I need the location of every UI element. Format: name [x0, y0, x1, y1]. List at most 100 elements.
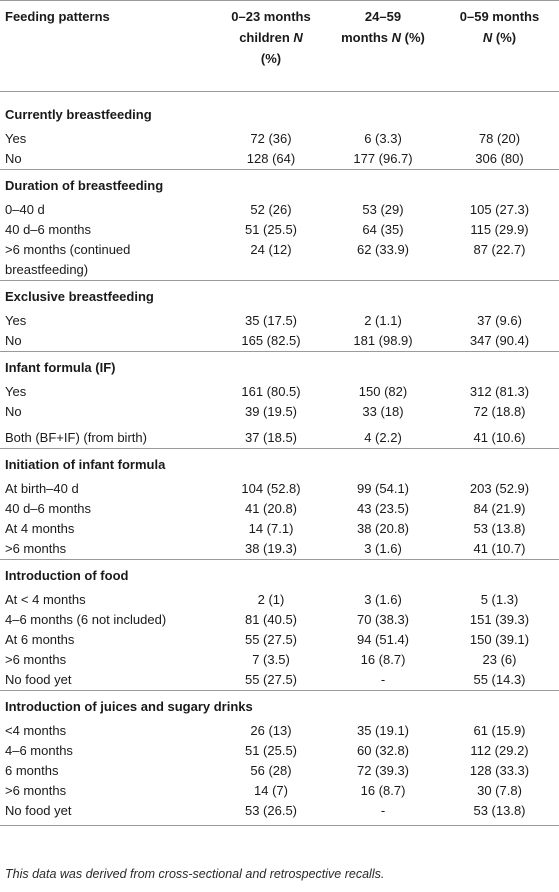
row-label-text: 0–40 d — [5, 202, 45, 217]
cell-0-23-months: 14 (7) — [254, 783, 288, 798]
cell-0-59-months: 53 (13.8) — [440, 801, 559, 826]
header-0-23-months: 0–23 months children N (%) — [216, 0, 326, 92]
cell-24-59-months: 72 (39.3) — [356, 763, 410, 778]
header-0-23-line2a: children — [239, 30, 294, 45]
table-row: >6 months 7 (3.5) 16 (8.7) 23 (6) — [0, 650, 559, 670]
cell-0-23-months: 165 (82.5) — [241, 333, 301, 348]
cell-0-23-months: 56 (28) — [250, 763, 292, 778]
row-label: >6 months — [0, 650, 216, 670]
cell-24-59-months: 70 (38.3) — [356, 612, 410, 627]
cell-0-23-months: 41 (20.8) — [244, 501, 298, 516]
feeding-patterns-table: Feeding patterns 0–23 months children N … — [0, 0, 559, 826]
section-title: Introduction of food — [0, 559, 559, 590]
row-label: 0–40 d — [0, 200, 216, 220]
table-row: Both (BF+IF) (from birth) 37 (18.5) 4 (2.2… — [0, 422, 559, 449]
row-label: 40 d–6 months — [0, 220, 216, 240]
table-row: No 128 (64) 177 (96.7) 306 (80) — [0, 149, 559, 170]
row-label: >6 months — [0, 781, 216, 801]
table-row: Yes 72 (36) 6 (3.3) 78 (20) — [0, 129, 559, 149]
row-label: 4–6 months — [0, 741, 216, 761]
cell-0-23-months: 37 (18.5) — [244, 430, 298, 445]
row-label: At < 4 months — [0, 590, 216, 610]
row-label-text: 4–6 months (6 not included) — [5, 612, 167, 627]
cell-0-59-months: 53 (13.8) — [473, 521, 526, 536]
cell-0-23-months: 128 (64) — [246, 151, 296, 166]
row-label: No — [0, 149, 216, 170]
cell-0-23-months: 52 (26) — [250, 202, 292, 217]
section-title: Duration of breastfeeding — [0, 169, 559, 200]
cell-0-23-months: 55 (27.5) — [244, 632, 298, 647]
row-label: No — [0, 402, 216, 422]
row-label-text: No food yet — [5, 803, 72, 818]
row-label: Both (BF+IF) (from birth) — [0, 422, 216, 449]
header-feeding-patterns: Feeding patterns — [0, 0, 216, 92]
cell-0-23-months: 51 (25.5) — [244, 222, 298, 237]
cell-0-23-months: 14 (7.1) — [248, 521, 294, 536]
header-24-59-line1: 24–59 — [364, 9, 402, 24]
header-24-59-line2b: (%) — [401, 30, 425, 45]
cell-0-23-months: 24 (12) — [250, 242, 292, 257]
row-label-text: <4 months — [5, 723, 67, 738]
row-label-text: >6 months (continued — [5, 242, 131, 257]
row-label-text: No — [5, 404, 22, 419]
section-header-row: Introduction of food — [0, 559, 559, 590]
cell-0-23-months: 104 (52.8) — [241, 481, 301, 496]
row-label-text: At 6 months — [5, 632, 75, 647]
row-label: No food yet — [0, 801, 216, 826]
cell-0-59-months: 30 (7.8) — [477, 783, 522, 798]
cell-24-59-months: 150 (82) — [358, 384, 408, 399]
table-row: At < 4 months 2 (1) 3 (1.6) 5 (1.3) — [0, 590, 559, 610]
row-label-text: >6 months — [5, 783, 67, 798]
table-row: At 6 months 55 (27.5) 94 (51.4) 150 (39.1) — [0, 630, 559, 650]
cell-0-59-months: 23 (6) — [482, 652, 517, 667]
cell-0-23-months: 72 (36) — [250, 131, 292, 146]
row-label: 40 d–6 months — [0, 499, 216, 519]
cell-0-59-months: 151 (39.3) — [469, 612, 530, 627]
row-label-text: At birth–40 d — [5, 481, 79, 496]
cell-24-59-months: 2 (1.1) — [364, 313, 402, 328]
row-label: Yes — [0, 311, 216, 331]
row-label: <4 months — [0, 721, 216, 741]
row-label: At 4 months — [0, 519, 216, 539]
cell-0-59-months: 347 (90.4) — [469, 333, 530, 348]
cell-0-59-months: 37 (9.6) — [477, 313, 522, 328]
cell-24-59-months: 99 (54.1) — [356, 481, 410, 496]
table-row: >6 months 38 (19.3) 3 (1.6) 41 (10.7) — [0, 539, 559, 560]
table-row: 4–6 months (6 not included) 81 (40.5) 70 (… — [0, 610, 559, 630]
cell-24-59-months: 94 (51.4) — [356, 632, 410, 647]
row-label-text: Yes — [5, 131, 27, 146]
cell-24-59-months: 16 (8.7) — [360, 783, 406, 798]
section-header-row: Currently breastfeeding — [0, 92, 559, 130]
cell-0-23-months: 26 (13) — [250, 723, 292, 738]
cell-24-59-months: 3 (1.6) — [364, 541, 402, 556]
cell-24-59-months: 38 (20.8) — [356, 521, 410, 536]
table-row: At birth–40 d 104 (52.8) 99 (54.1) 203 (52.… — [0, 479, 559, 499]
cell-0-23-months: 51 (25.5) — [244, 743, 298, 758]
row-label: >6 months — [0, 539, 216, 560]
cell-0-23-months: 7 (3.5) — [252, 652, 290, 667]
table-row: No 39 (19.5) 33 (18) 72 (18.8) — [0, 402, 559, 422]
row-label-text: Yes — [5, 384, 27, 399]
table-row: 40 d–6 months 51 (25.5) 64 (35) 115 (29.9) — [0, 220, 559, 240]
table-row: No 165 (82.5) 181 (98.9) 347 (90.4) — [0, 331, 559, 352]
section-title: Infant formula (IF) — [0, 351, 559, 382]
cell-24-59-months: 181 (98.9) — [353, 333, 413, 348]
cell-0-23-months: 2 (1) — [257, 592, 285, 607]
cell-0-23-months: 161 (80.5) — [241, 384, 301, 399]
section-header-row: Infant formula (IF) — [0, 351, 559, 382]
header-0-23-line3: (%) — [260, 51, 282, 66]
header-24-59-months: 24–59 months N (%) — [326, 0, 440, 92]
row-label-text: 40 d–6 months — [5, 222, 92, 237]
cell-0-23-months: 35 (17.5) — [244, 313, 298, 328]
row-label: Yes — [0, 382, 216, 402]
cell-0-59-months: 115 (29.9) — [470, 222, 529, 237]
header-0-59-months: 0–59 months N (%) — [440, 0, 559, 92]
table-row: Yes 161 (80.5) 150 (82) 312 (81.3) — [0, 382, 559, 402]
cell-0-23-months: 53 (26.5) — [216, 801, 326, 826]
header-0-59-line2b: (%) — [492, 30, 517, 45]
cell-24-59-months: 33 (18) — [362, 404, 404, 419]
section-title: Exclusive breastfeeding — [0, 280, 559, 311]
table-row: 40 d–6 months 41 (20.8) 43 (23.5) 84 (21.9) — [0, 499, 559, 519]
cell-24-59-months: 16 (8.7) — [360, 652, 406, 667]
